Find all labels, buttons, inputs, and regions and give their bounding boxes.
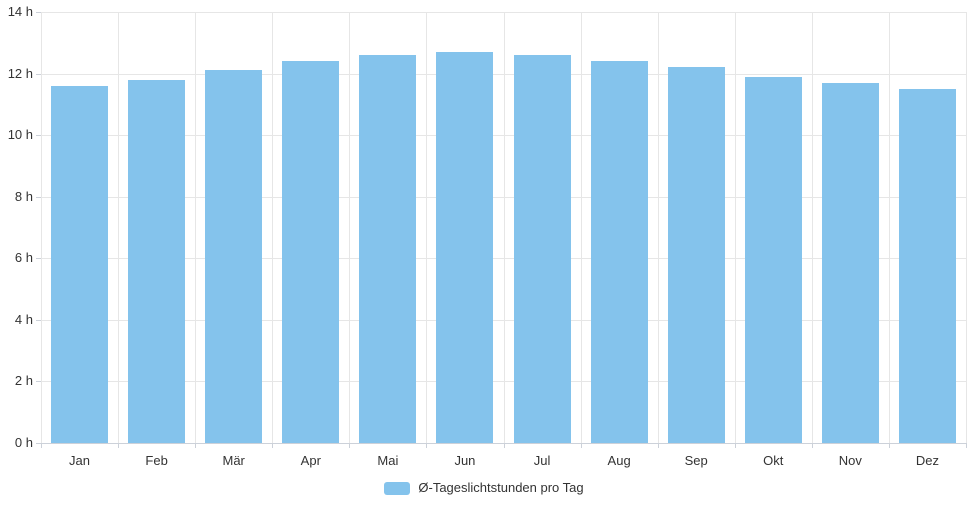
x-axis-label: Nov bbox=[838, 453, 862, 468]
x-axis-label: Sep bbox=[684, 453, 708, 468]
x-axis-tick bbox=[734, 443, 736, 448]
x-axis-tick bbox=[118, 443, 120, 448]
x-axis-label: Aug bbox=[607, 453, 631, 468]
legend-swatch-icon bbox=[384, 481, 411, 495]
legend-label: Ø-Tageslichtstunden pro Tag bbox=[418, 480, 584, 495]
y-axis-tick bbox=[36, 196, 41, 198]
y-axis-label: 2 h bbox=[14, 373, 33, 389]
y-axis-label: 6 h bbox=[14, 250, 33, 266]
x-axis-label: Feb bbox=[145, 453, 168, 468]
bar-jun[interactable] bbox=[436, 52, 494, 443]
y-axis-tick bbox=[36, 135, 41, 137]
x-axis-tick bbox=[349, 443, 351, 448]
x-axis-tick bbox=[888, 443, 890, 448]
x-axis-label: Dez bbox=[915, 453, 939, 468]
x-gridline bbox=[195, 12, 197, 443]
x-gridline bbox=[966, 12, 967, 443]
x-gridline bbox=[657, 12, 659, 443]
y-axis-label: 4 h bbox=[14, 311, 33, 327]
y-axis-label: 12 h bbox=[7, 65, 33, 81]
y-axis-tick bbox=[36, 443, 41, 444]
x-gridline bbox=[811, 12, 813, 443]
x-axis-label: Mai bbox=[377, 453, 399, 468]
x-axis-label: Okt bbox=[763, 453, 784, 468]
x-gridline bbox=[503, 12, 505, 443]
x-gridline bbox=[734, 12, 736, 443]
bar-nov[interactable] bbox=[821, 82, 879, 443]
bar-sep[interactable] bbox=[667, 67, 725, 443]
x-axis-tick bbox=[811, 443, 813, 448]
x-gridline bbox=[426, 12, 428, 443]
x-axis-tick bbox=[657, 443, 659, 448]
bar-jan[interactable] bbox=[51, 85, 109, 443]
x-axis-tick bbox=[580, 443, 582, 448]
bar-dez[interactable] bbox=[898, 88, 956, 443]
bar-okt[interactable] bbox=[744, 76, 802, 443]
x-axis-label: Mär bbox=[222, 453, 245, 468]
x-axis-label: Jan bbox=[69, 453, 91, 468]
y-axis-label: 8 h bbox=[14, 188, 33, 204]
bar-apr[interactable] bbox=[282, 61, 340, 443]
y-axis-label: 0 h bbox=[14, 435, 33, 450]
x-axis-label: Apr bbox=[300, 453, 321, 468]
x-gridline bbox=[118, 12, 120, 443]
x-axis-label: Jul bbox=[533, 453, 551, 468]
bar-feb[interactable] bbox=[128, 79, 186, 443]
x-gridline bbox=[580, 12, 582, 443]
x-gridline bbox=[349, 12, 351, 443]
x-gridline bbox=[41, 12, 42, 443]
bar-mär[interactable] bbox=[205, 70, 263, 443]
legend-item[interactable]: Ø-Tageslichtstunden pro Tag bbox=[0, 481, 968, 495]
x-axis-tick bbox=[503, 443, 505, 448]
y-axis-label: 10 h bbox=[7, 127, 33, 143]
bar-aug[interactable] bbox=[590, 61, 648, 443]
x-axis-label: Jun bbox=[454, 453, 476, 468]
y-axis-tick bbox=[36, 381, 41, 383]
y-axis-label: 14 h bbox=[7, 4, 33, 19]
x-axis-tick bbox=[966, 443, 967, 448]
y-axis-tick bbox=[36, 73, 41, 75]
bar-mai[interactable] bbox=[359, 55, 417, 443]
y-axis-tick bbox=[36, 258, 41, 260]
x-axis-tick bbox=[272, 443, 274, 448]
x-axis-tick bbox=[426, 443, 428, 448]
x-gridline bbox=[272, 12, 274, 443]
y-axis-tick bbox=[36, 319, 41, 321]
bar-jul[interactable] bbox=[513, 55, 571, 443]
x-axis-tick bbox=[195, 443, 197, 448]
y-axis-tick bbox=[36, 12, 41, 13]
x-gridline bbox=[888, 12, 890, 443]
x-axis-tick bbox=[41, 443, 42, 448]
